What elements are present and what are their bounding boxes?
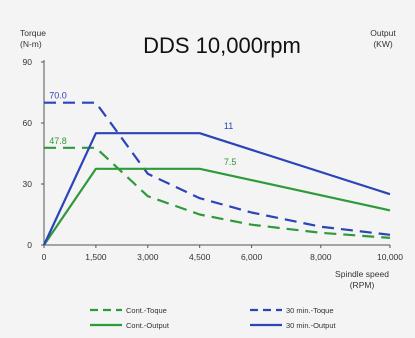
x-tick-label: 10,000 [377, 252, 403, 262]
x-tick-label: 4,500 [189, 252, 211, 262]
x-tick-label: 6,000 [241, 252, 263, 262]
x-label-line1: Spindle speed [335, 269, 389, 279]
axes: 0 1,500 3,000 4,500 6,000 8,000 10,000 0 30 60 90 [23, 57, 404, 262]
x-tick-label: 3,000 [137, 252, 159, 262]
x-tick-label: 8,000 [310, 252, 332, 262]
x-tick-label: 1,500 [85, 252, 107, 262]
annotation-label: 47.8 [49, 136, 67, 146]
annotation-label: 70.0 [49, 91, 67, 101]
legend-label: Cont.-Toque [126, 306, 167, 315]
annotation-layer: 70.0 47.8 11 7.5 [49, 91, 236, 167]
series-line-4 [43, 132, 391, 246]
x-label-line2: (RPM) [350, 280, 375, 290]
y-left-label-line1: Torque [20, 28, 46, 38]
y-left-label-line2: (N-m) [20, 39, 42, 49]
series-layer [43, 101, 391, 246]
y-tick-label: 30 [23, 179, 33, 189]
series-line-2 [44, 101, 391, 236]
series-line-1 [44, 146, 391, 239]
y-right-label-line1: Output [370, 28, 396, 38]
y-right-label-line2: (KW) [373, 39, 393, 49]
y-tick-label: 0 [27, 240, 32, 250]
annotation-label: 11 [224, 121, 233, 131]
legend-label: 30 min.-Toque [286, 306, 334, 315]
y-tick-label: 90 [23, 57, 33, 67]
chart-title: DDS 10,000rpm [143, 33, 301, 58]
x-tick-label: 0 [42, 252, 47, 262]
legend-label: 30 min.-Output [286, 321, 337, 330]
y-tick-label: 60 [23, 118, 33, 128]
legend: Cont.-Toque 30 min.-Toque Cont.-Output 30 m… [90, 306, 337, 330]
legend-label: Cont.-Output [126, 321, 170, 330]
series-line-3 [43, 167, 391, 246]
annotation-label: 7.5 [224, 157, 237, 167]
